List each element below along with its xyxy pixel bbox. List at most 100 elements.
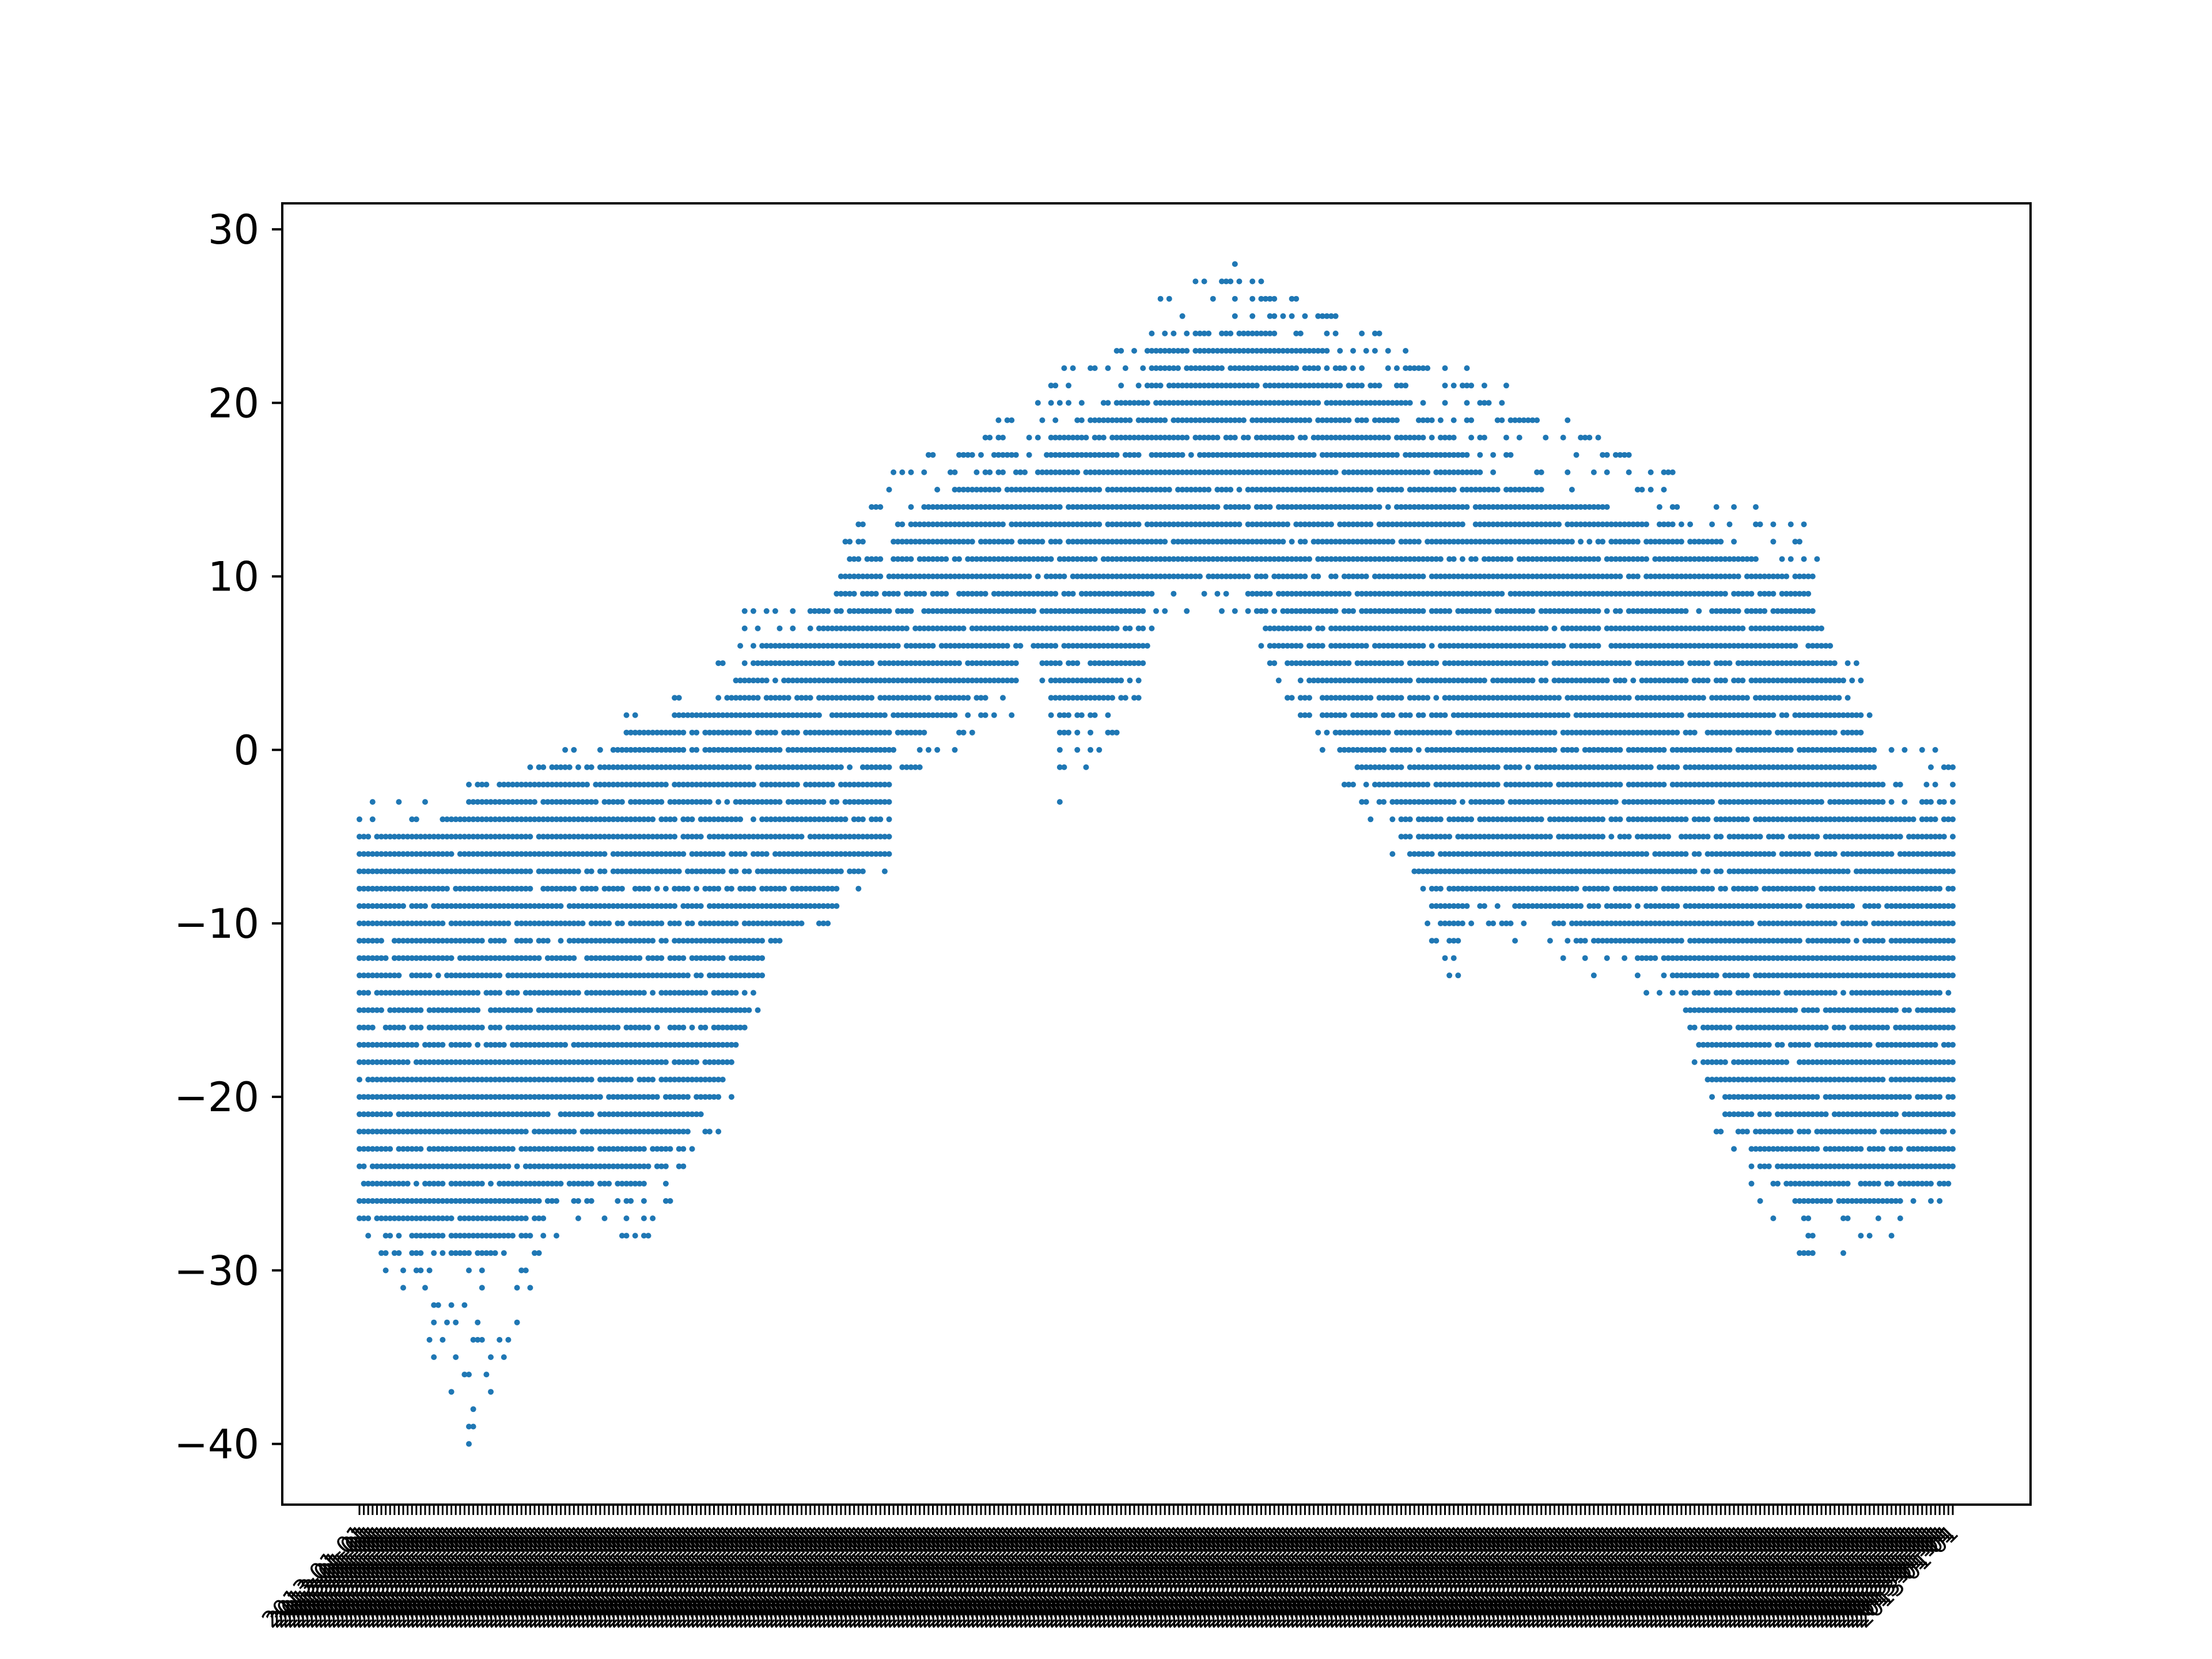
scatter-point — [562, 1041, 569, 1048]
scatter-point — [448, 955, 454, 961]
scatter-point — [562, 799, 569, 805]
scatter-point — [522, 1094, 529, 1100]
scatter-point — [737, 799, 744, 805]
scatter-point — [1039, 539, 1046, 545]
scatter-point — [719, 1041, 726, 1048]
scatter-point — [684, 921, 691, 926]
scatter-point — [750, 921, 756, 926]
scatter-point — [1332, 330, 1339, 336]
scatter-point — [1363, 573, 1369, 579]
scatter-point — [479, 1180, 485, 1187]
scatter-point — [448, 1059, 454, 1065]
scatter-point — [575, 1094, 581, 1100]
scatter-point — [400, 938, 406, 944]
scatter-point — [719, 868, 726, 874]
scatter-point — [413, 1077, 419, 1083]
scatter-point — [750, 885, 756, 892]
scatter-point — [488, 1094, 494, 1100]
scatter-point — [702, 921, 709, 926]
scatter-point — [719, 921, 726, 926]
scatter-point — [378, 1198, 384, 1204]
scatter-point — [501, 834, 507, 840]
scatter-point — [1324, 729, 1330, 736]
scatter-point — [995, 487, 1002, 493]
scatter-point — [549, 834, 555, 840]
scatter-point — [724, 921, 730, 926]
scatter-point — [662, 868, 669, 874]
scatter-point — [689, 1041, 695, 1048]
scatter-point — [413, 1024, 419, 1031]
scatter-point — [457, 903, 463, 909]
scatter-point — [1332, 573, 1339, 579]
scatter-point — [479, 1111, 485, 1118]
scatter-point — [369, 1007, 376, 1013]
scatter-point — [554, 1180, 559, 1187]
scatter-point — [1324, 348, 1330, 354]
scatter-point — [891, 747, 897, 753]
scatter-point — [759, 764, 766, 770]
scatter-point — [719, 1059, 726, 1065]
scatter-point — [645, 816, 652, 823]
scatter-point — [1201, 278, 1207, 285]
scatter-point — [847, 764, 853, 770]
scatter-point — [365, 1180, 372, 1187]
scatter-point — [584, 1007, 590, 1013]
scatter-point — [435, 938, 441, 944]
scatter-point — [711, 938, 717, 944]
scatter-point — [527, 851, 533, 857]
scatter-point — [514, 921, 520, 926]
scatter-point — [667, 729, 673, 736]
scatter-point — [1149, 330, 1155, 336]
scatter-point — [728, 1041, 734, 1048]
scatter-point — [382, 1111, 389, 1118]
scatter-point — [522, 1198, 529, 1204]
scatter-point — [435, 1146, 441, 1152]
scatter-point — [645, 764, 652, 770]
scatter-point — [418, 1163, 424, 1169]
scatter-point — [676, 972, 682, 979]
scatter-point — [1083, 764, 1089, 770]
scatter-point — [440, 1146, 446, 1152]
scatter-point — [540, 1094, 547, 1100]
scatter-point — [409, 903, 415, 909]
scatter-point — [369, 903, 376, 909]
scatter-point — [510, 1024, 516, 1031]
scatter-point — [357, 1163, 362, 1169]
scatter-point — [641, 1198, 647, 1204]
scatter-point — [435, 868, 441, 874]
scatter-point — [492, 799, 498, 805]
scatter-point — [431, 938, 437, 944]
scatter-point — [601, 782, 608, 787]
scatter-point — [444, 1163, 450, 1169]
scatter-point — [413, 921, 419, 926]
scatter-point — [404, 1198, 411, 1204]
scatter-point — [501, 1146, 507, 1152]
scatter-point — [623, 816, 630, 823]
scatter-point — [400, 955, 406, 961]
scatter-point — [492, 1077, 498, 1083]
scatter-point — [1105, 712, 1111, 718]
scatter-point — [369, 938, 376, 944]
scatter-point — [365, 1024, 372, 1031]
scatter-point — [650, 1094, 656, 1100]
scatter-point — [637, 1146, 643, 1152]
scatter-point — [492, 1059, 498, 1065]
scatter-point — [628, 1163, 634, 1169]
scatter-point — [1228, 330, 1234, 336]
scatter-point — [750, 660, 756, 666]
scatter-point — [741, 764, 748, 770]
scatter-point — [382, 1180, 389, 1187]
scatter-point — [365, 868, 372, 874]
scatter-point — [435, 990, 441, 996]
scatter-point — [694, 955, 700, 961]
scatter-point — [637, 1163, 643, 1169]
scatter-point — [672, 851, 678, 857]
scatter-point — [409, 955, 415, 961]
scatter-point — [1420, 400, 1426, 406]
scatter-point — [899, 469, 906, 475]
scatter-point — [435, 851, 441, 857]
scatter-point — [579, 903, 586, 909]
scatter-point — [943, 590, 949, 597]
scatter-point — [877, 556, 884, 562]
scatter-point — [658, 990, 665, 996]
